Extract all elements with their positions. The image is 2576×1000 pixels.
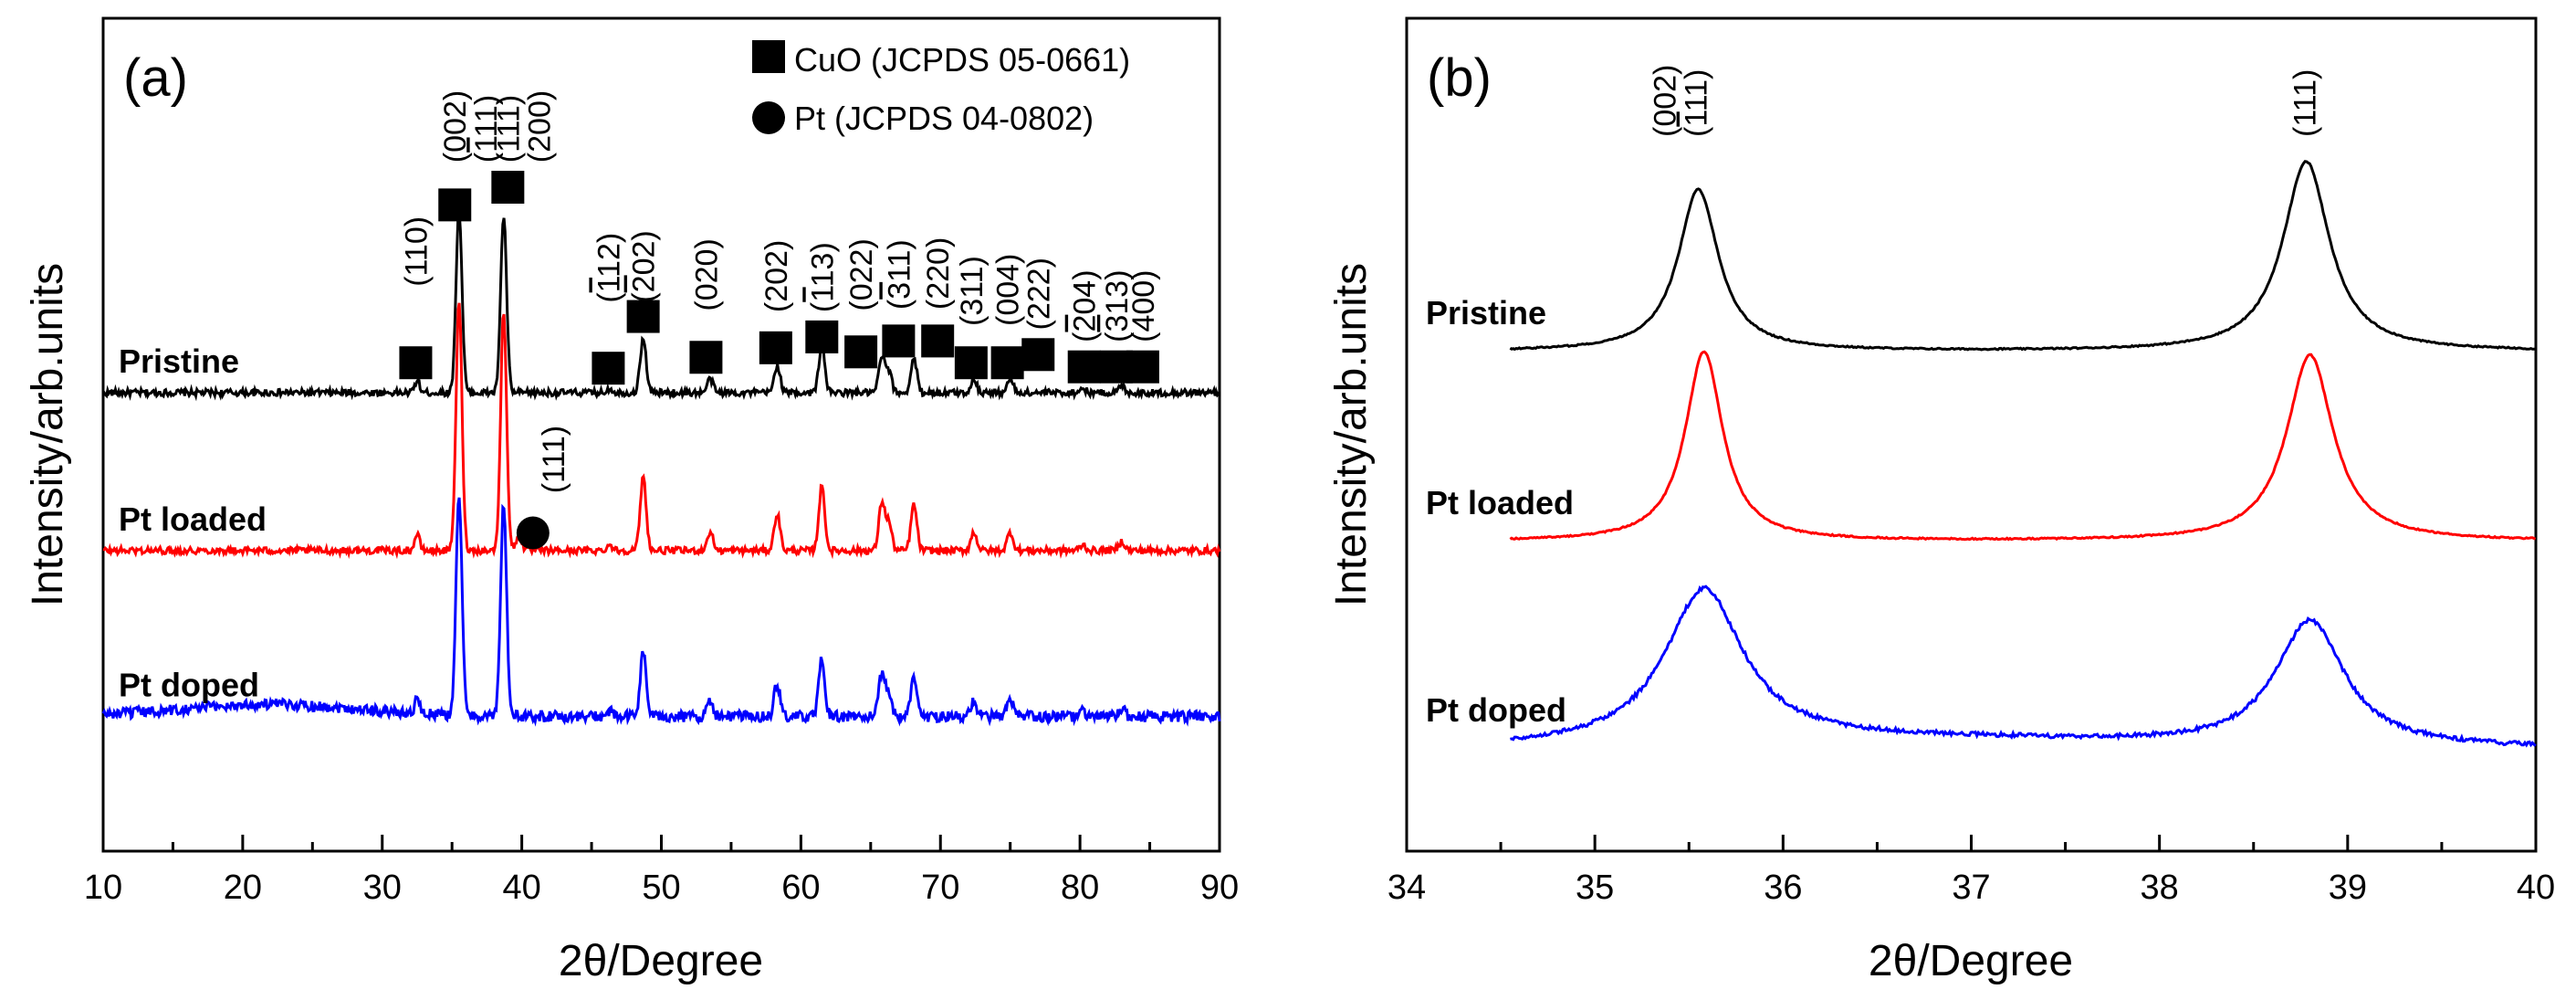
panel-b-x-ticks: 34 35 36 37 38 39 40 bbox=[1387, 835, 2555, 907]
panel-b-ylabel: Intensity/arb.units bbox=[1327, 263, 1376, 606]
panel-a-x-tick-label: 90 bbox=[1200, 868, 1239, 907]
panel-a-peak-marker-square bbox=[954, 346, 988, 380]
panel-a-peak-marker-circle bbox=[516, 516, 550, 550]
panel-a-hkl-label: (111) bbox=[491, 95, 526, 163]
panel-a-hkl-label: (004) bbox=[991, 254, 1026, 326]
panel-a-hkl-label: (113) bbox=[805, 242, 840, 312]
panel-a-x-tick-label: 70 bbox=[921, 868, 959, 907]
panel-a-hkl-label: (111) bbox=[469, 95, 504, 163]
panel-a-hkl-label: (200) bbox=[522, 90, 557, 163]
panel-b-hkl-label: (111) bbox=[1680, 69, 1714, 137]
panel-b-x-tick-label: 34 bbox=[1387, 868, 1426, 907]
legend-label-pt: Pt (JCPDS 04-0802) bbox=[794, 100, 1094, 137]
panel-b-x-tick-label: 40 bbox=[2517, 868, 2555, 907]
panel-a-hkl-label: (311) bbox=[882, 239, 916, 310]
panel-b-series-line bbox=[1510, 584, 2537, 748]
panel-a-x-tick-label: 10 bbox=[84, 868, 122, 907]
panel-b: (b) 2θ/Degree Intensity/arb.units 34 35 36… bbox=[1327, 16, 2555, 985]
panel-a-peak-marker-square bbox=[1067, 350, 1101, 384]
panel-a-series-line bbox=[102, 302, 1221, 560]
panel-a-peak-marker-square bbox=[689, 341, 723, 374]
panel-b-series bbox=[1509, 160, 2537, 748]
panel-a-x-tick-label: 50 bbox=[642, 868, 680, 907]
panel-b-x-tick-label: 36 bbox=[1764, 868, 1802, 907]
panel-a-peak-marker-square bbox=[438, 188, 472, 222]
panel-a-hkl-label: (400) bbox=[1126, 269, 1161, 342]
panel-a-series-label: Pt doped bbox=[119, 667, 259, 704]
panel-b-annotations: (002)(111) (111) bbox=[1649, 65, 2323, 137]
panel-a-peak-marker-square bbox=[491, 171, 525, 205]
panel-a-x-ticks: 10 20 30 40 50 60 70 80 90 bbox=[84, 835, 1239, 907]
panel-a-hkl-label: (111) bbox=[537, 426, 571, 493]
panel-a-series-label: Pt loaded bbox=[119, 500, 267, 538]
panel-a-label: (a) bbox=[123, 48, 188, 108]
panel-a-series-line bbox=[101, 210, 1221, 402]
panel-b-series-label: Pristine bbox=[1426, 294, 1546, 332]
panel-a-peak-marker-square bbox=[399, 346, 433, 380]
panel-a-peak-marker-square bbox=[882, 324, 916, 358]
panel-a-x-tick-label: 20 bbox=[224, 868, 262, 907]
panel-b-hkl-label: (002) bbox=[1649, 65, 1683, 137]
panel-a-hkl-label: (202) bbox=[759, 240, 794, 312]
panel-a-peak-marker-square bbox=[844, 335, 878, 369]
panel-a-frame bbox=[101, 16, 1221, 853]
panel-a-hkl-label: (002) bbox=[438, 90, 473, 163]
panel-b-xlabel: 2θ/Degree bbox=[1869, 937, 2073, 985]
panel-b-series-line bbox=[1509, 350, 2537, 542]
panel-b-x-tick-label: 38 bbox=[2141, 868, 2179, 907]
panel-a-hkl-label: (110) bbox=[399, 216, 434, 287]
panel-b-x-tick-label: 37 bbox=[1952, 868, 1990, 907]
panel-a-legend: CuO (JCPDS 05-0661) Pt (JCPDS 04-0802) bbox=[752, 40, 1130, 137]
panel-b-x-tick-label: 35 bbox=[1576, 868, 1614, 907]
panel-a-x-tick-label: 80 bbox=[1061, 868, 1099, 907]
panel-a-ylabel: Intensity/arb.units bbox=[24, 263, 72, 606]
panel-a-annotations: (110)(002)(111)(111)(200)(112)(202) (020)… bbox=[399, 90, 1161, 550]
panel-a-x-tick-label: 30 bbox=[363, 868, 402, 907]
panel-a-hkl-label: (220) bbox=[921, 237, 956, 310]
panel-a: (a) 2θ/Degree Intensity/arb.units 10 20 30… bbox=[24, 16, 1239, 985]
panel-a-peak-marker-square bbox=[592, 352, 625, 385]
panel-b-series-label: Pt doped bbox=[1426, 691, 1566, 729]
panel-a-hkl-label: (112) bbox=[592, 233, 626, 303]
panel-b-series-line bbox=[1509, 160, 2536, 352]
panel-a-x-tick-label: 60 bbox=[781, 868, 820, 907]
legend-label-cuo: CuO (JCPDS 05-0661) bbox=[794, 41, 1130, 79]
panel-a-series-label: Pristine bbox=[119, 342, 239, 380]
panel-a-hkl-label: (202) bbox=[627, 230, 662, 302]
legend-square-marker bbox=[752, 40, 785, 73]
panel-a-hkl-label: (222) bbox=[1021, 258, 1056, 330]
panel-a-hkl-label: (204) bbox=[1068, 269, 1103, 342]
panel-a-xlabel: 2θ/Degree bbox=[559, 937, 763, 985]
legend-circle-marker bbox=[752, 101, 785, 134]
panel-a-peak-marker-square bbox=[626, 300, 660, 333]
panel-b-series-labels: Pristine Pt loaded Pt doped bbox=[1426, 294, 1574, 729]
panel-b-hkl-label: (111) bbox=[2288, 69, 2323, 137]
panel-a-hkl-label: (022) bbox=[844, 238, 879, 311]
panel-a-series-labels: Pristine Pt loaded Pt doped bbox=[119, 342, 267, 704]
panel-b-x-tick-label: 39 bbox=[2329, 868, 2367, 907]
panel-a-peak-marker-square bbox=[990, 346, 1024, 380]
panel-a-hkl-label: (313) bbox=[1100, 269, 1135, 342]
panel-a-series bbox=[101, 210, 1221, 727]
panel-b-label: (b) bbox=[1427, 48, 1492, 108]
panel-a-hkl-label: (311) bbox=[955, 256, 990, 326]
panel-a-peak-marker-square bbox=[921, 324, 955, 358]
panel-a-hkl-label: (020) bbox=[689, 238, 724, 311]
panel-a-x-tick-label: 40 bbox=[502, 868, 540, 907]
panel-a-peak-marker-square bbox=[1021, 338, 1055, 372]
panel-a-peak-marker-square bbox=[1126, 350, 1159, 384]
panel-a-peak-marker-square bbox=[759, 331, 792, 364]
panel-a-series-line bbox=[101, 497, 1221, 727]
panel-b-series-label: Pt loaded bbox=[1426, 484, 1574, 521]
panel-a-peak-marker-square bbox=[805, 320, 839, 353]
